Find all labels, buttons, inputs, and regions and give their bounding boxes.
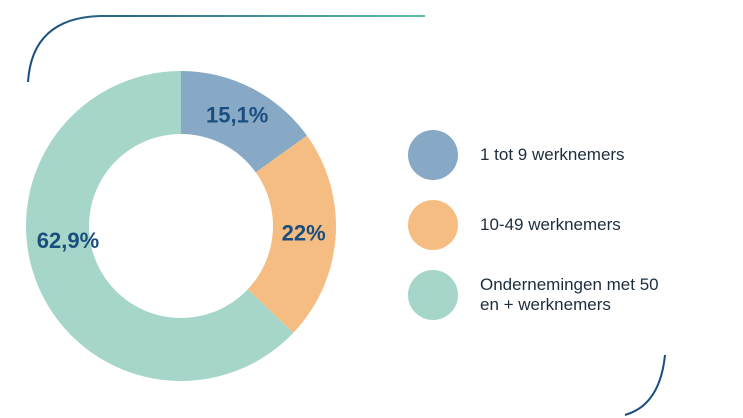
legend-swatch xyxy=(408,200,458,250)
legend-item: 10-49 werknemers xyxy=(408,200,738,250)
value-label: 62,9% xyxy=(37,228,99,253)
value-label: 22% xyxy=(282,220,326,245)
legend-label: 1 tot 9 werknemers xyxy=(480,145,625,164)
legend-swatch xyxy=(408,270,458,320)
decor-arc xyxy=(624,354,666,416)
legend-label: Ondernemingen met 50 en + werknemers xyxy=(480,275,659,314)
donut-segment xyxy=(25,71,294,382)
legend-label: 10-49 werknemers xyxy=(480,215,621,234)
donut-segment xyxy=(181,71,307,173)
donut-segment xyxy=(247,135,336,333)
decor-arc xyxy=(27,15,425,83)
legend: 1 tot 9 werknemers 10-49 werknemers Ondern… xyxy=(408,130,738,340)
legend-item: Ondernemingen met 50 en + werknemers xyxy=(408,270,738,320)
legend-item: 1 tot 9 werknemers xyxy=(408,130,738,180)
legend-swatch xyxy=(408,130,458,180)
value-label: 15,1% xyxy=(206,102,268,127)
